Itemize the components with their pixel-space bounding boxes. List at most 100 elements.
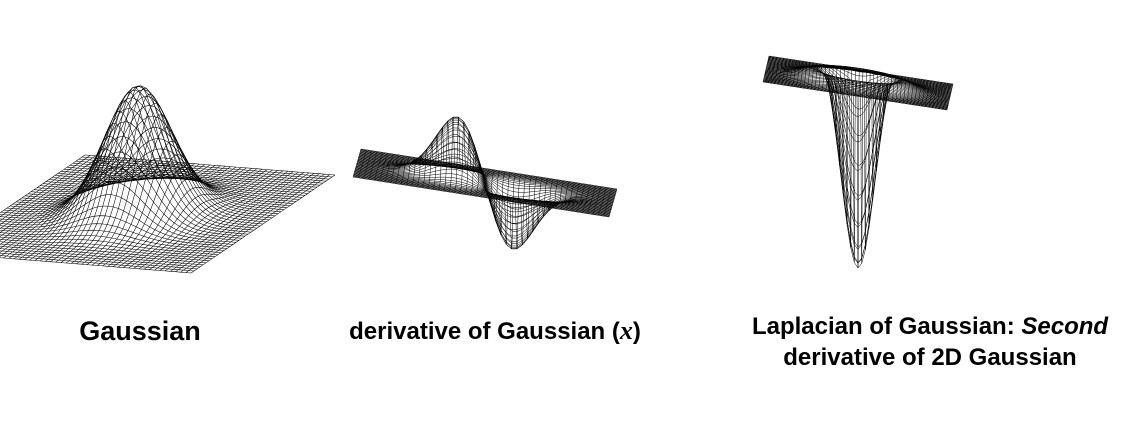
mesh-line: [766, 66, 951, 248]
mesh-line: [355, 169, 612, 210]
mesh-line: [18, 89, 270, 221]
mesh-line: [84, 154, 336, 176]
mesh-line: [764, 73, 949, 103]
mesh-line: [0, 243, 210, 261]
mesh-line: [763, 78, 948, 108]
mesh-line: [360, 148, 618, 190]
mesh-line: [39, 157, 291, 206]
mesh-line: [355, 168, 612, 210]
mesh-line: [763, 77, 949, 107]
mesh-line: [63, 169, 315, 190]
mesh-line: [353, 174, 610, 216]
mesh-line: [353, 175, 610, 217]
mesh-line: [354, 170, 611, 211]
mesh-line: [357, 119, 614, 244]
mesh-line: [353, 173, 610, 215]
mesh-line: [767, 61, 952, 90]
mesh-line: [764, 77, 949, 106]
mesh-line: [0, 236, 219, 255]
mesh-line: [357, 129, 614, 232]
laplacian-gaussian-surface-mesh: [762, 55, 954, 269]
mesh-line: [30, 127, 282, 212]
mesh-line: [764, 72, 950, 102]
mesh-line: [66, 166, 318, 188]
mesh-line: [764, 76, 949, 105]
mesh-line: [765, 67, 951, 269]
mesh-line: [768, 57, 953, 87]
mesh-line: [765, 72, 950, 117]
mesh-line: [356, 118, 613, 249]
mesh-line: [765, 68, 950, 250]
laplacian-caption-line1: Laplacian of Gaussian: Second: [725, 311, 1135, 342]
mesh-line: [51, 176, 303, 198]
mesh-line: [767, 63, 952, 93]
mesh-line: [353, 174, 610, 215]
mesh-line: [21, 95, 273, 219]
mesh-line: [768, 55, 954, 85]
mesh-line: [154, 171, 299, 271]
mesh-line: [360, 149, 617, 190]
mesh-line: [78, 158, 330, 180]
mesh-line: [359, 152, 617, 193]
mesh-line: [354, 170, 611, 212]
mesh-line: [360, 151, 617, 193]
mesh-line: [765, 71, 950, 143]
mesh-line: [57, 173, 309, 194]
gaussian-caption: Gaussian: [40, 316, 240, 347]
mesh-line: [358, 157, 615, 199]
mesh-line: [12, 85, 264, 225]
laplacian-caption-line2: derivative of 2D Gaussian: [783, 344, 1077, 371]
mesh-line: [358, 148, 615, 210]
mesh-line: [24, 105, 276, 217]
mesh-line: [359, 152, 616, 194]
gaussian-caption-text: Gaussian: [79, 316, 201, 346]
derivative-gaussian-surface-mesh: [352, 116, 618, 250]
mesh-line: [164, 172, 310, 272]
mesh-line: [69, 164, 321, 186]
mesh-line: [0, 121, 252, 233]
mesh-line: [75, 160, 327, 182]
mesh-line: [0, 229, 225, 251]
mesh-line: [159, 172, 304, 271]
mesh-line: [762, 81, 948, 111]
mesh-line: [0, 234, 222, 253]
gaussian-surface-mesh: [0, 85, 336, 274]
mesh-line: [9, 89, 261, 227]
mesh-line: [357, 117, 614, 248]
mesh-line: [358, 156, 615, 198]
mesh-line: [765, 70, 950, 172]
mesh-line: [359, 155, 616, 196]
mesh-line: [767, 60, 952, 90]
mesh-line: [764, 74, 949, 103]
mesh-line: [0, 205, 234, 245]
mesh-line: [356, 127, 613, 242]
mesh-line: [0, 248, 204, 266]
mesh-line: [854, 68, 862, 269]
derivative-caption: derivative of Gaussian (x): [315, 316, 675, 346]
mesh-line: [356, 116, 614, 250]
mesh-line: [72, 162, 324, 184]
mesh-line: [358, 153, 615, 203]
laplacian-caption: Laplacian of Gaussian: Second derivative…: [725, 311, 1135, 373]
mesh-line: [42, 164, 294, 204]
mesh-line: [0, 241, 213, 259]
mesh-line: [360, 150, 617, 192]
mesh-line: [359, 153, 616, 195]
mesh-line: [33, 138, 285, 210]
mesh-line: [765, 69, 950, 201]
mesh-line: [0, 166, 243, 239]
mesh-line: [352, 176, 610, 218]
mesh-line: [765, 68, 950, 264]
mesh-line: [0, 239, 216, 257]
mesh-line: [763, 78, 948, 107]
mesh-line: [0, 151, 246, 237]
mesh-line: [0, 158, 133, 249]
mesh-line: [766, 66, 951, 225]
mesh-line: [354, 171, 611, 213]
mesh-line: [360, 151, 617, 192]
mesh-line: [763, 79, 948, 108]
mesh-line: [354, 172, 611, 214]
laplacian-caption-emphasis: Second: [1021, 313, 1109, 340]
mesh-line: [0, 250, 201, 268]
mesh-line: [766, 66, 951, 263]
